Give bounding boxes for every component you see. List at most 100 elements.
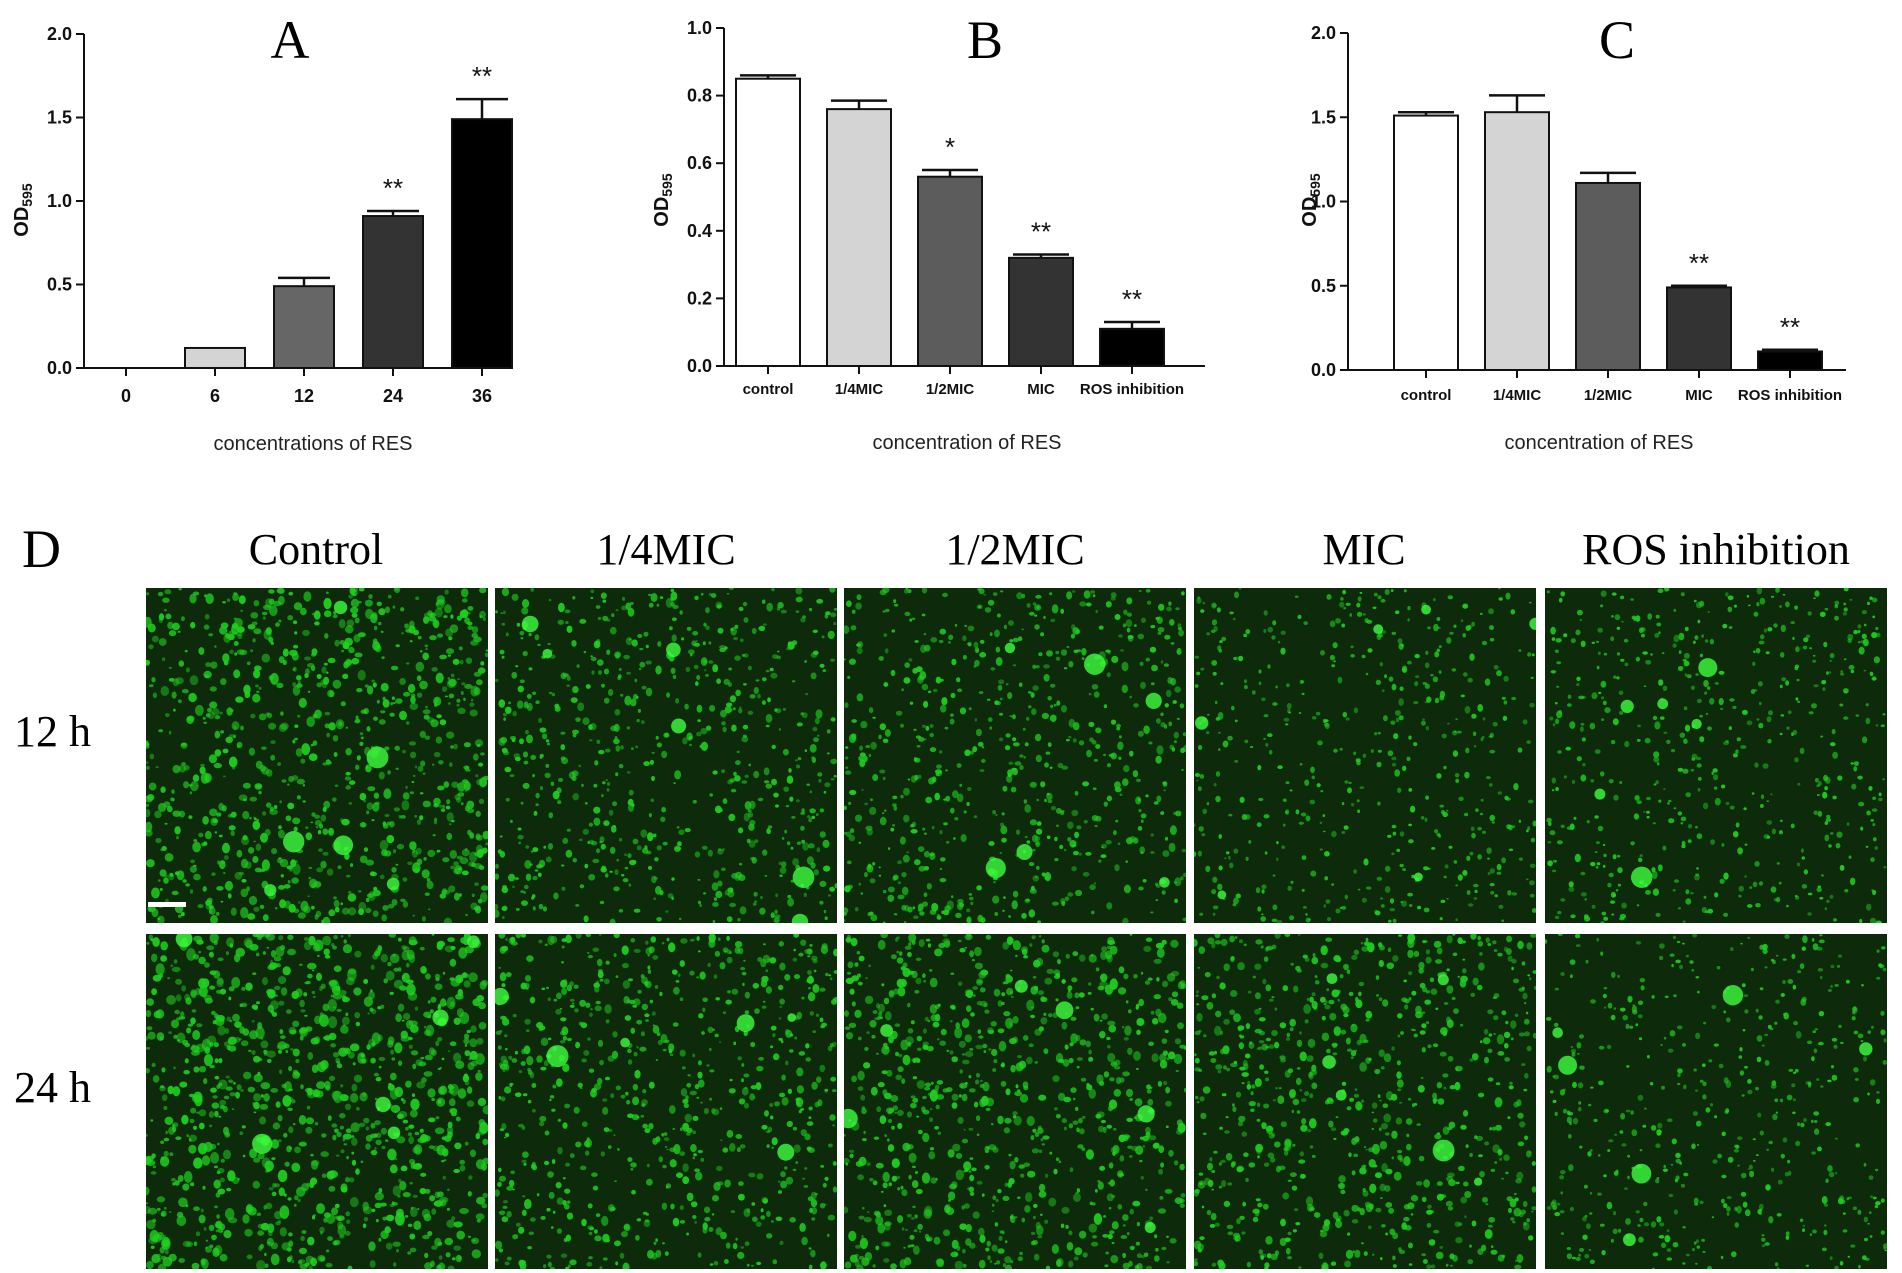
cell-mark [1602, 843, 1606, 847]
cell-mark [454, 1142, 462, 1150]
cell-mark [189, 865, 197, 873]
cell-mark [1834, 604, 1839, 609]
cell-mark [365, 907, 372, 914]
cell-mark [390, 1072, 397, 1081]
cell-mark [254, 783, 263, 790]
cell-mark [815, 1013, 820, 1017]
cell-mark [1727, 595, 1734, 601]
cell-mark [577, 702, 585, 712]
cell-mark [819, 831, 826, 838]
cell-mark [1868, 786, 1873, 791]
cell-mark [1234, 719, 1238, 723]
cell-mark [844, 805, 847, 811]
cell-mark [1384, 674, 1387, 679]
cell-mark [547, 843, 554, 850]
cell-mark [907, 906, 913, 913]
cell-mark [210, 661, 218, 669]
cell-mark [551, 1108, 556, 1112]
cell-mark [202, 1185, 206, 1190]
cell-mark [595, 980, 599, 985]
cell-mark [408, 1158, 416, 1165]
cell-mark [1448, 845, 1453, 849]
cell-mark [1866, 810, 1871, 816]
cell-mark [664, 732, 669, 737]
micrograph-background [1194, 588, 1536, 923]
cell-mark [750, 1041, 756, 1048]
cell-mark [441, 1148, 449, 1157]
cell-mark [1222, 740, 1229, 748]
cell-mark [220, 900, 224, 903]
cell-mark [1595, 841, 1600, 844]
cell-mark [1611, 615, 1614, 618]
cell-mark [499, 1029, 503, 1033]
cell-mark [292, 1048, 300, 1057]
cell-mark [307, 962, 317, 970]
cell-mark [1826, 671, 1829, 675]
cell-mark [259, 1116, 267, 1125]
cell-mark [1132, 770, 1139, 778]
cell-mark [627, 1059, 633, 1065]
cell-mark [209, 686, 217, 692]
cell-mark [392, 849, 397, 854]
cell-mark [1436, 617, 1441, 621]
cell-mark [1138, 589, 1142, 593]
cell-mark [446, 648, 454, 655]
cell-mark [728, 667, 732, 671]
cell-mark [1298, 712, 1302, 714]
cell-mark [1732, 753, 1738, 758]
cell-mark [1374, 909, 1378, 915]
cell-mark [631, 803, 635, 807]
cell-mark [343, 1143, 348, 1146]
y-tick-label: 0.0 [47, 358, 72, 378]
cell-mark [844, 907, 849, 914]
cell-mark [566, 625, 573, 633]
cell-mark [662, 1242, 665, 1245]
cell-mark [954, 817, 959, 821]
cell-mark [955, 912, 962, 918]
cell-mark [1823, 641, 1828, 648]
cell-mark [370, 1149, 378, 1156]
cell-mark [540, 1066, 547, 1071]
cell-mark [400, 815, 406, 819]
cell-mark [677, 841, 682, 847]
cell-mark [1390, 720, 1396, 725]
cell-mark [587, 1037, 591, 1041]
cell-mark [241, 1125, 246, 1129]
cell-mark [520, 1061, 526, 1066]
cell-mark [158, 879, 161, 882]
cell-mark [1863, 623, 1867, 627]
cell-mark [566, 684, 570, 687]
cell-mark [1754, 861, 1760, 867]
cell-mark [380, 1127, 388, 1135]
cell-mark [408, 1136, 415, 1145]
cell-mark [164, 822, 168, 825]
cell-mark [823, 790, 827, 794]
cell-mark [1582, 762, 1586, 767]
cell-mark [805, 1057, 811, 1062]
cell-mark [569, 1153, 575, 1159]
cell-mark [427, 1000, 431, 1004]
cell-mark [439, 654, 447, 660]
cell-mark [459, 1164, 466, 1172]
cell-mark [630, 1027, 636, 1034]
cell-mark [351, 612, 358, 618]
cell-mark [1786, 904, 1789, 908]
cell-mark [252, 856, 259, 863]
cell-mark [317, 830, 322, 835]
cell-mark [299, 999, 305, 1008]
cell-mark [265, 627, 272, 635]
cell-mark [371, 1032, 381, 1045]
cell-mark [449, 823, 452, 826]
cell-mark [433, 696, 442, 706]
cell-mark [240, 907, 249, 919]
cell-mark [753, 687, 759, 694]
cell-mark [927, 690, 932, 694]
bar-charts-canvas: A B C 0.00.51.01.52.00 6 12**24**36concent… [11, 10, 1846, 455]
cell-mark [474, 882, 479, 887]
cell-mark [409, 640, 413, 643]
cell-mark [1816, 887, 1822, 893]
cell-mark [544, 772, 551, 779]
cell-mark [1319, 821, 1323, 825]
cell-mark [392, 702, 396, 704]
cell-mark [1413, 701, 1419, 705]
